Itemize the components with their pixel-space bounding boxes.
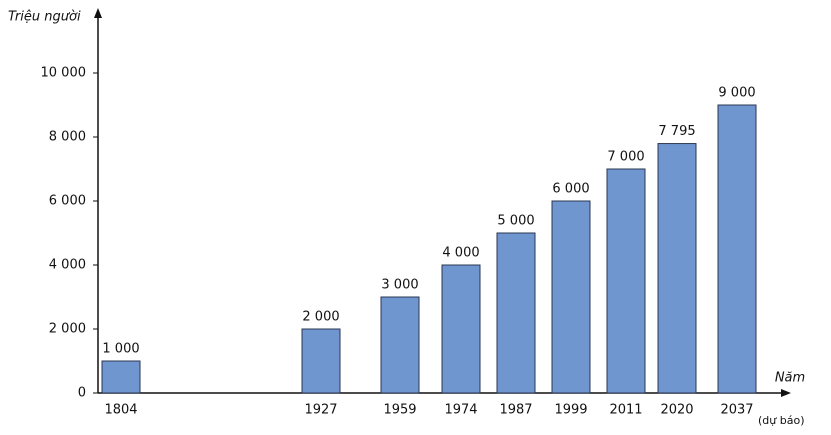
- value-label: 6 000: [552, 182, 589, 197]
- value-label: 7 000: [607, 150, 644, 165]
- x-axis-title: Năm: [775, 371, 805, 386]
- bar: [301, 328, 341, 394]
- y-axis-title: Triệu người: [8, 10, 81, 25]
- bar: [551, 200, 591, 394]
- bar: [496, 232, 536, 394]
- x-tick-label: 1987: [499, 403, 532, 418]
- x-tick-label: 2037: [720, 403, 753, 418]
- y-tick-label: 6 000: [49, 194, 86, 209]
- bar: [657, 143, 697, 394]
- bar: [441, 264, 481, 394]
- y-tick-label: 8 000: [49, 130, 86, 145]
- value-label: 3 000: [381, 278, 418, 293]
- value-label: 9 000: [718, 86, 755, 101]
- x-tick-label: 1959: [383, 403, 416, 418]
- y-tick-label: 10 000: [41, 66, 87, 81]
- value-label: 5 000: [497, 214, 534, 229]
- value-label: 4 000: [442, 246, 479, 261]
- bar: [717, 104, 757, 394]
- x-axis-arrow: [781, 389, 791, 397]
- bar: [101, 360, 141, 394]
- x-tick-label: 1999: [554, 403, 587, 418]
- y-tick-label: 0: [78, 386, 86, 401]
- forecast-note: (dự báo): [758, 414, 805, 427]
- y-tick-label: 2 000: [49, 322, 86, 337]
- x-tick-label: 2020: [660, 403, 693, 418]
- y-tick-label: 4 000: [49, 258, 86, 273]
- bar: [606, 168, 646, 394]
- y-axis-arrow: [94, 8, 102, 18]
- x-tick-label: 1804: [104, 403, 137, 418]
- value-label: 7 795: [658, 124, 695, 139]
- x-tick-label: 1974: [444, 403, 477, 418]
- value-label: 2 000: [302, 310, 339, 325]
- value-label: 1 000: [102, 342, 139, 357]
- x-tick-label: 1927: [304, 403, 337, 418]
- x-tick-label: 2011: [609, 403, 642, 418]
- bar: [380, 296, 420, 394]
